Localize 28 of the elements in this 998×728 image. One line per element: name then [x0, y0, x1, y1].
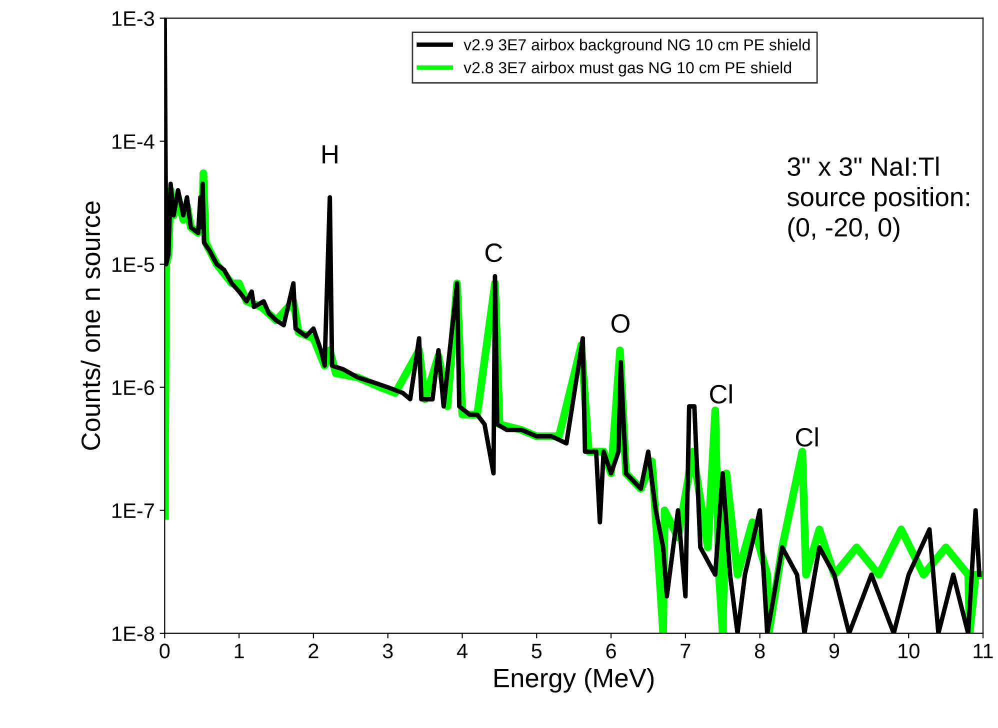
annotation: H: [322, 145, 338, 164]
x-tick-label: 1: [234, 644, 244, 658]
y-axis-title: Counts/ one n source: [80, 202, 100, 450]
y-tick-label: 1E-4: [112, 134, 154, 149]
y-tick-label: 1E-6: [112, 380, 154, 396]
x-axis-title: Energy (MeV): [494, 668, 654, 693]
x-tick-label: 4: [456, 644, 468, 658]
x-tick-label: 7: [680, 644, 690, 658]
x-tick-label: 9: [829, 644, 840, 658]
x-tick-label: 10: [898, 644, 920, 658]
y-tick-label: 1E-7: [112, 504, 154, 518]
y-tick-label: 1E-8: [112, 626, 154, 642]
legend-label: v2.8 3E7 airbox must gas NG 10 cm PE shield: [464, 62, 792, 76]
legend-label: v2.9 3E7 airbox background NG 10 cm PE shield: [464, 38, 810, 54]
annotation: C: [485, 243, 502, 262]
y-tick-label: 1E-3: [112, 11, 154, 26]
x-tick-label: 6: [606, 644, 616, 658]
x-tick-label: 0: [160, 644, 170, 658]
annotation: 3" x 3" NaI:Tl source position: (0, -20, 0): [787, 156, 970, 242]
annotation: Cl: [710, 384, 732, 404]
y-tick-label: 1E-5: [112, 257, 154, 272]
x-tick-label: 8: [754, 644, 765, 658]
x-tick-label: 11: [974, 644, 993, 658]
x-tick-label: 3: [382, 644, 393, 658]
annotation: O: [611, 314, 630, 333]
x-tick-label: 2: [308, 644, 318, 658]
annotation: Cl: [796, 427, 818, 447]
x-tick-label: 5: [532, 644, 542, 658]
